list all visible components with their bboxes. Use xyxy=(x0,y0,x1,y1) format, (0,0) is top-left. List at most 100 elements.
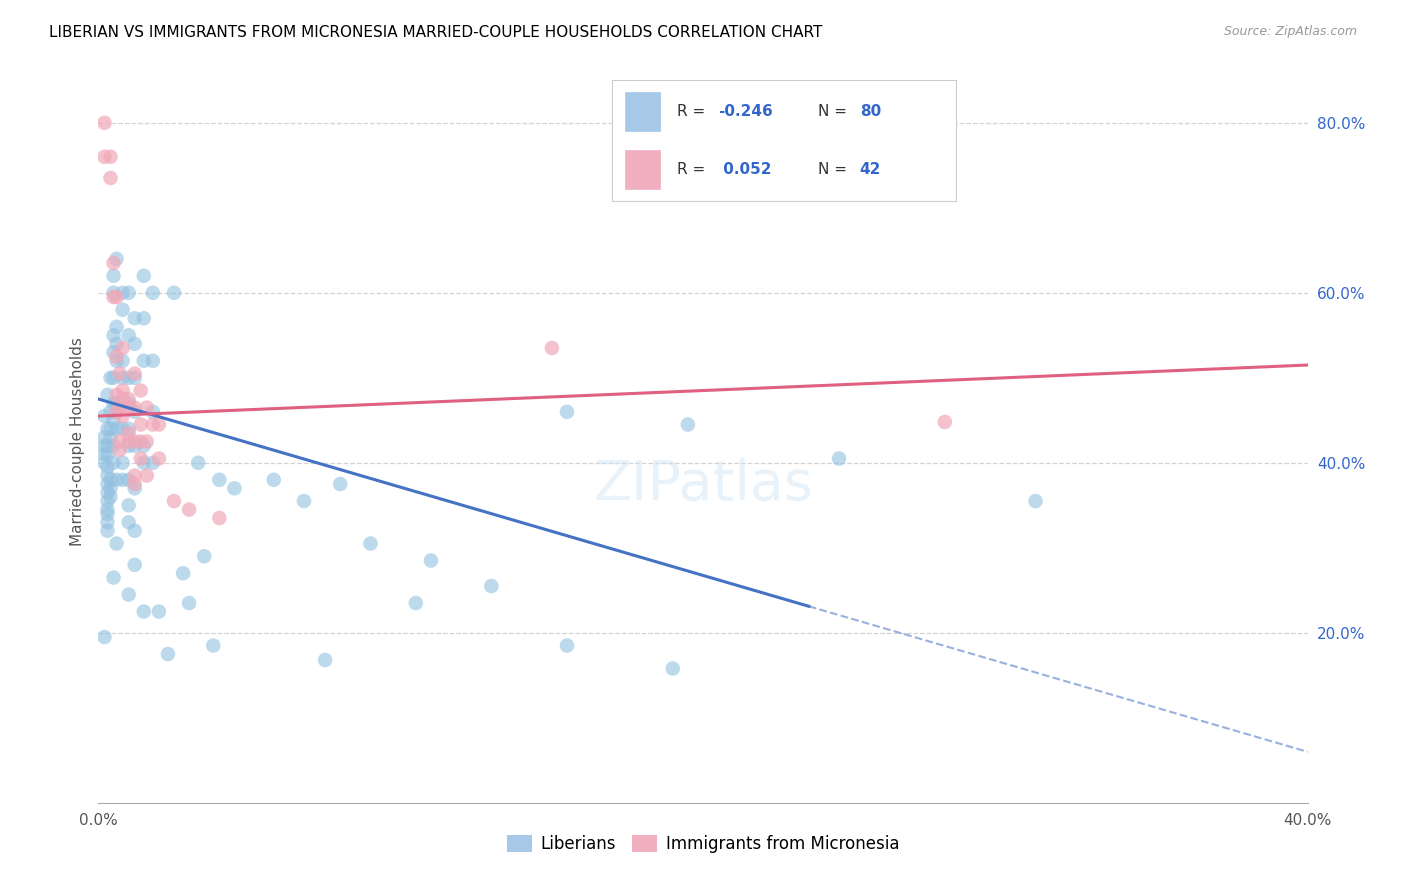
Point xyxy=(118,371,141,385)
Point xyxy=(105,422,128,436)
Point xyxy=(360,536,382,550)
Point xyxy=(105,319,128,334)
Point xyxy=(405,596,427,610)
Point xyxy=(100,371,122,385)
Point xyxy=(314,653,336,667)
Point xyxy=(108,443,131,458)
Point xyxy=(96,422,118,436)
Point xyxy=(132,439,155,453)
Point xyxy=(129,451,152,466)
Point xyxy=(103,570,125,584)
Point xyxy=(108,367,131,381)
Text: 42: 42 xyxy=(859,161,882,177)
Point xyxy=(124,477,146,491)
Point xyxy=(124,367,146,381)
Point xyxy=(148,417,170,432)
Point xyxy=(263,473,285,487)
Point xyxy=(124,405,146,419)
Point xyxy=(108,401,131,415)
Text: -0.246: -0.246 xyxy=(718,104,773,120)
Point xyxy=(105,536,128,550)
Point xyxy=(103,345,125,359)
Text: Source: ZipAtlas.com: Source: ZipAtlas.com xyxy=(1223,25,1357,38)
Point xyxy=(105,290,128,304)
Point xyxy=(93,439,115,453)
Point xyxy=(111,422,134,436)
Point xyxy=(103,396,125,410)
Point xyxy=(111,302,134,317)
Point xyxy=(105,388,128,402)
Point xyxy=(100,405,122,419)
Point xyxy=(96,477,118,491)
Point xyxy=(93,456,115,470)
Point xyxy=(132,311,155,326)
Point xyxy=(103,285,125,300)
Point xyxy=(132,605,155,619)
Point xyxy=(208,511,231,525)
Point xyxy=(193,549,215,564)
Point xyxy=(105,353,128,368)
Point xyxy=(111,371,134,385)
Point xyxy=(124,336,146,351)
Point xyxy=(93,116,115,130)
Point xyxy=(108,434,131,449)
Point xyxy=(202,639,225,653)
Point xyxy=(142,456,165,470)
Point xyxy=(96,502,118,516)
Point xyxy=(540,341,562,355)
Point xyxy=(100,430,122,444)
Point xyxy=(105,405,128,419)
Text: R =: R = xyxy=(678,104,710,120)
Point xyxy=(163,285,186,300)
Point xyxy=(118,434,141,449)
Point xyxy=(828,451,851,466)
Point xyxy=(124,439,146,453)
Point xyxy=(118,392,141,406)
Point xyxy=(93,630,115,644)
Point xyxy=(100,150,122,164)
Text: R =: R = xyxy=(678,161,710,177)
Point xyxy=(100,473,122,487)
Point xyxy=(96,516,118,530)
Point xyxy=(156,647,179,661)
Point xyxy=(118,425,141,440)
Point xyxy=(96,447,118,461)
Point xyxy=(100,490,122,504)
Point xyxy=(142,353,165,368)
Point xyxy=(103,268,125,283)
Point xyxy=(105,252,128,266)
Point xyxy=(111,353,134,368)
Point xyxy=(118,328,141,343)
Point xyxy=(420,553,443,567)
Point xyxy=(481,579,503,593)
Point xyxy=(329,477,352,491)
Point xyxy=(118,422,141,436)
Point xyxy=(118,498,141,512)
Point xyxy=(96,524,118,538)
Point xyxy=(96,439,118,453)
Point xyxy=(135,434,157,449)
Point xyxy=(103,456,125,470)
Point xyxy=(103,256,125,270)
Point xyxy=(135,468,157,483)
Point xyxy=(555,639,578,653)
Text: ZIPatlas: ZIPatlas xyxy=(593,458,813,512)
Point xyxy=(96,460,118,475)
Point xyxy=(676,417,699,432)
Point xyxy=(124,401,146,415)
Point xyxy=(100,422,122,436)
Point xyxy=(93,430,115,444)
Point xyxy=(111,392,134,406)
Point xyxy=(111,456,134,470)
Point xyxy=(661,661,683,675)
Text: 0.052: 0.052 xyxy=(718,161,772,177)
Point xyxy=(142,405,165,419)
Point xyxy=(103,371,125,385)
Point xyxy=(103,413,125,427)
Point xyxy=(118,401,141,415)
Point xyxy=(100,171,122,186)
Point xyxy=(142,417,165,432)
Point xyxy=(103,328,125,343)
Point xyxy=(1024,494,1046,508)
Point xyxy=(93,409,115,423)
